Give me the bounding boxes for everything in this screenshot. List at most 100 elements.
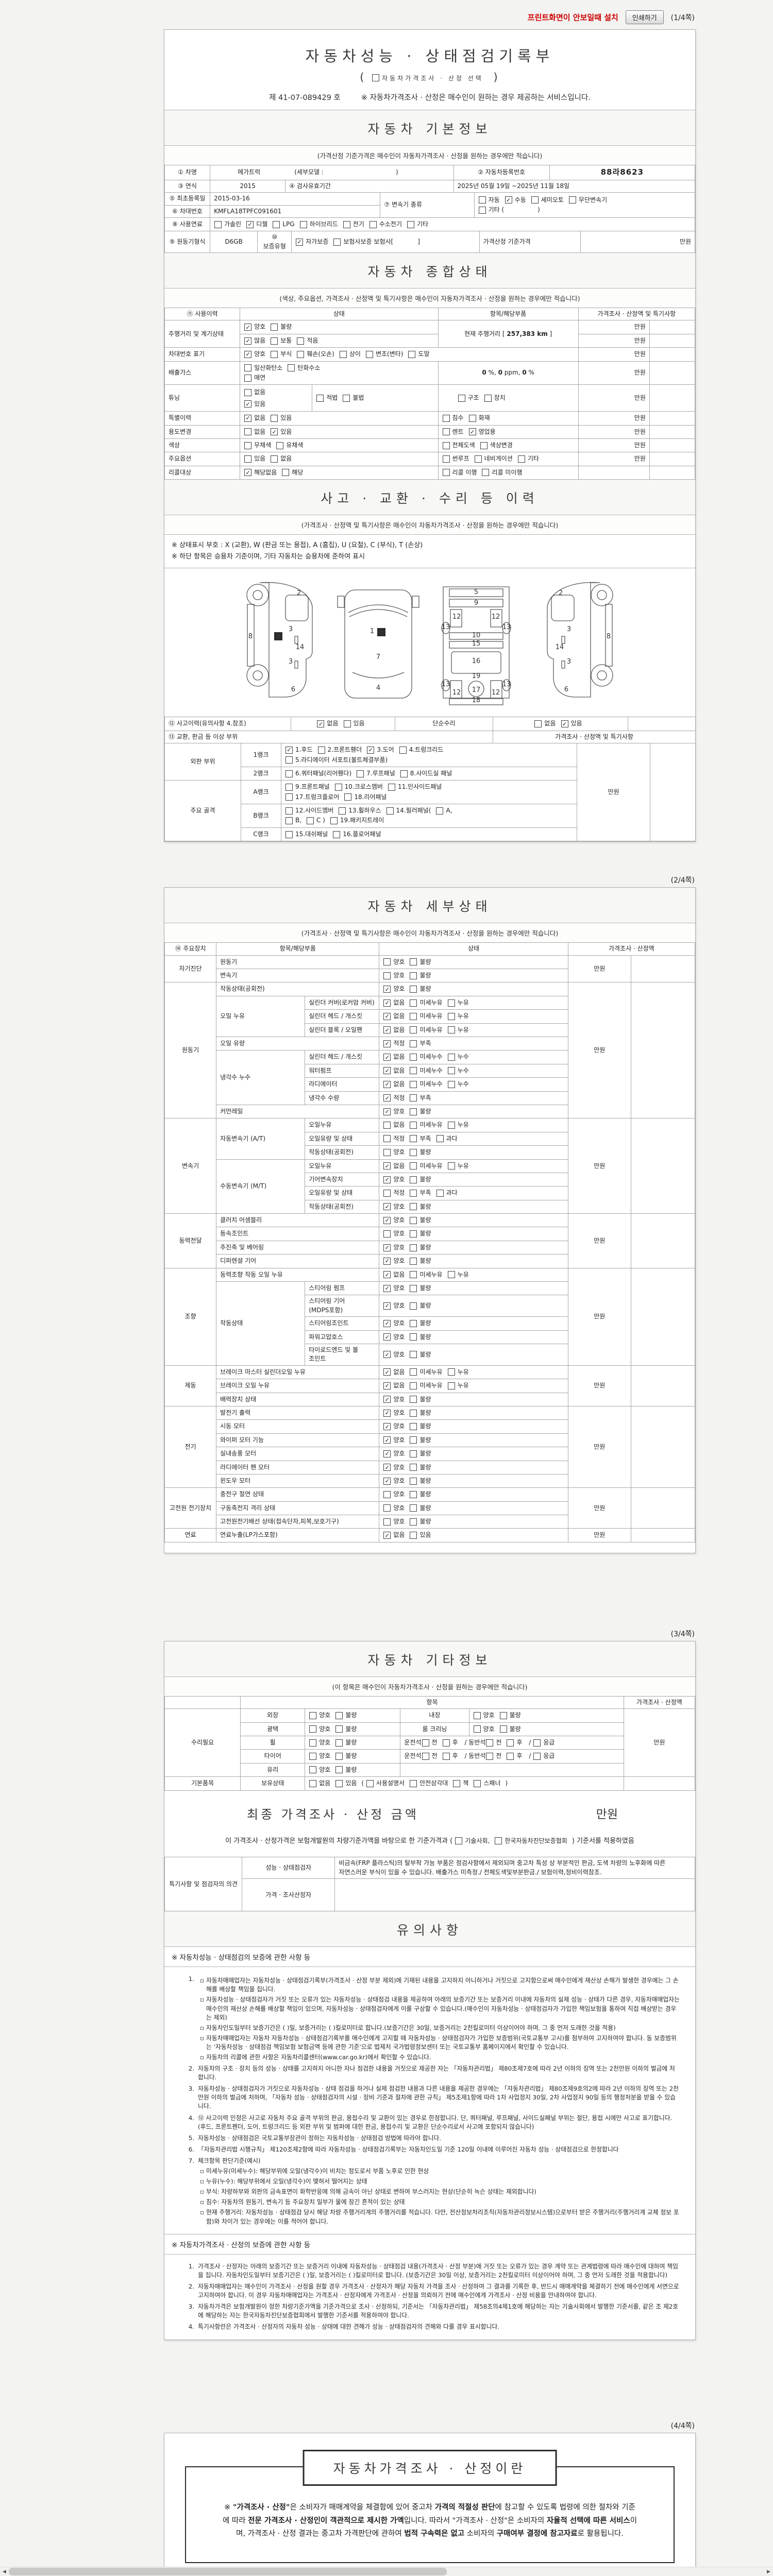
- checkbox-box-icon: ✓: [244, 337, 252, 345]
- table-cell: 스티어링 펌프: [305, 1281, 380, 1296]
- checkbox-box-icon: [309, 1753, 317, 1760]
- unchecked-checkbox: 적정: [383, 1189, 405, 1197]
- final-price-basis: 이 가격조사 · 산정가격은 보험개발원의 차량기준가액을 바탕으로 한 기준가…: [164, 1822, 695, 1853]
- unchecked-checkbox: 훼손(오손): [297, 350, 334, 359]
- table-cell: 리콜 이행 리콜 미이행: [438, 465, 579, 480]
- unchecked-checkbox: 유채색: [276, 441, 303, 450]
- checkbox-box-icon: [410, 1135, 417, 1143]
- table-cell: ⑭ 주요장치: [164, 942, 217, 956]
- table-cell: 스티어링 기어(MDPS포함): [305, 1295, 380, 1317]
- checkbox-label: 매연: [254, 374, 266, 382]
- diagram-x-exchange-badges: XX: [274, 628, 385, 641]
- emphasis-text: 전문 가격조사 · 산정인이 객관적으로 제시한 가액: [248, 2516, 404, 2525]
- checkbox-box-icon: [357, 770, 364, 777]
- note-text: 자동차의 구조 · 장치 등의 성능 · 상태를 고지하지 아니한 자나 점검한…: [198, 2065, 675, 2081]
- checkbox-label: 불량: [419, 1216, 431, 1224]
- table-cell: 클러치 어셈블리: [216, 1213, 380, 1228]
- checked-checkbox: ✓ 수동: [505, 196, 526, 205]
- checkbox-box-icon: [436, 1189, 444, 1197]
- unchecked-checkbox: 없음: [309, 1779, 330, 1788]
- table-cell: 침수 화재: [438, 411, 579, 426]
- scrollbar-track[interactable]: [9, 2567, 764, 2576]
- form-table: ⑪ 사용이력 상태 항목/해당부품 가격조사 · 산정액 및 특기사항 주행거리 및 계…: [164, 308, 696, 480]
- table-cell: 연료: [164, 1528, 217, 1543]
- checkbox-box-icon: [271, 414, 278, 422]
- checkbox-box-icon: ✓: [383, 999, 391, 1007]
- checkbox-label: 불량: [419, 1107, 431, 1115]
- panel-number-12: 12: [492, 689, 500, 697]
- checkbox-box-icon: ✓: [383, 1067, 391, 1075]
- form-table: 특기사항 및 점검자의 의견 성능 · 상태점검자 비금속(FRP 플라스틱)의 탈…: [164, 1857, 695, 1912]
- checkbox-box-icon: [271, 337, 278, 345]
- caution-notes-pricing: ※ 자동차가격조사 · 산정의 보증에 관한 사항 등 1. 가격조사 · 산정자는…: [164, 2233, 695, 2340]
- checkbox-box-icon: ✓: [505, 196, 512, 204]
- note-bullet-text: 자동차성능 · 상태점검자가 거짓 또는 오류가 있는 자동차성능 · 상태점검…: [206, 1996, 680, 2021]
- scrollbar-thumb[interactable]: [9, 2568, 447, 2575]
- table-cell: 15.대쉬패널 16.플로어패널: [281, 827, 577, 842]
- table-cell: 만원: [578, 333, 650, 348]
- checkbox-box-icon: [484, 394, 492, 402]
- table-cell: 9.프론트패널 10.크로스멤버 11.인사이드패널 17.트렁크플로어 18.리어패널: [281, 780, 577, 805]
- checkbox-box-icon: [285, 756, 293, 764]
- scroll-right-arrow-icon[interactable]: ▶: [764, 2567, 773, 2576]
- checked-checkbox: ✓ 양호: [383, 1301, 405, 1310]
- checkbox-box-icon: [335, 1725, 343, 1733]
- unchecked-checkbox: 가솔린: [214, 220, 241, 229]
- table-cell: 양호 불량: [379, 1487, 568, 1502]
- table-cell: 외장: [240, 1708, 306, 1723]
- checkbox-box-icon: [383, 1148, 391, 1156]
- table-cell: ✓ 양호 불량: [379, 1419, 568, 1434]
- bullet-icon: ▫: [200, 2167, 204, 2175]
- unchecked-checkbox: 스패너: [474, 1779, 501, 1788]
- checked-checkbox: ✓ 없음: [383, 1053, 405, 1061]
- checkbox-box-icon: [480, 442, 488, 449]
- unchecked-checkbox: 14.필러패널(: [386, 806, 431, 815]
- table-cell: 가격조사 · 산정액 및 특기사항: [578, 308, 696, 321]
- checkbox-label: 리콜 미이행: [492, 468, 523, 476]
- horizontal-scrollbar[interactable]: ◀ ▶: [0, 2567, 773, 2576]
- form-table: ⑨ 원동기형식 D6GB ⑩ 보증유형 ✓ 자가보증 보험사보증 보험사[] 가격산정 기준…: [164, 231, 696, 253]
- table-cell: 특별이력: [164, 411, 241, 426]
- table-cell: [623, 1776, 696, 1791]
- checkbox-label: 부식: [280, 350, 292, 358]
- table-cell: ✓ 적정 부족: [379, 1036, 568, 1051]
- panel-number-1: 1: [370, 628, 374, 635]
- checkbox-label: 불량: [509, 1711, 521, 1719]
- table-cell: 양호 불량: [379, 1501, 568, 1516]
- unchecked-checkbox: 미세누유: [410, 1270, 443, 1279]
- unchecked-checkbox: 변조(변타): [365, 350, 403, 359]
- table-cell: 주요옵션: [164, 452, 241, 466]
- print-button[interactable]: 인쇄하기: [625, 10, 664, 24]
- unchecked-checkbox: 기술사회,: [455, 1836, 490, 1846]
- checkbox-box-icon: [410, 1189, 417, 1197]
- checkbox-label: 양호: [393, 1350, 405, 1358]
- checkbox-box-icon: [335, 1711, 343, 1719]
- checkbox-label: 한국자동차진단보증협회: [505, 1837, 567, 1844]
- checkbox-box-icon: [533, 1739, 541, 1747]
- unchecked-checkbox: 15.대쉬패널: [285, 830, 328, 839]
- checkbox-box-icon: [447, 1080, 455, 1088]
- section-detail-state: 자동차 세부상태: [164, 888, 695, 924]
- checkbox-label: 7.루프패널: [366, 769, 395, 777]
- table-cell: [400, 1762, 624, 1777]
- checkbox-box-icon: [309, 1780, 317, 1787]
- checkbox-box-icon: [442, 469, 450, 477]
- scroll-left-arrow-icon[interactable]: ◀: [0, 2567, 9, 2576]
- checkbox-label: 19.패키지트레이: [340, 817, 384, 824]
- panel-number-17: 17: [472, 686, 481, 694]
- bullet-icon: ▫: [200, 1996, 204, 2004]
- table-cell: 자기진단: [164, 955, 217, 983]
- table-cell: 색상: [164, 438, 241, 453]
- checkbox-label: 양호: [393, 972, 405, 979]
- form-table: ⑤ 최초등록일 2015-03-16 ⑦ 변속기 종류 자동 ✓ 수동 세미오토 무단변속기 기…: [164, 192, 696, 218]
- unchecked-checkbox: 4.트렁크리드: [399, 745, 443, 754]
- unchecked-checkbox: B,: [285, 816, 301, 825]
- table-cell: B랭크: [241, 804, 281, 828]
- checkbox-box-icon: ✓: [296, 238, 304, 246]
- table-cell: 0 %, 0 ppm, 0 %: [438, 361, 579, 385]
- unchecked-checkbox: 후: [507, 1752, 523, 1760]
- checkbox-box-icon: ✓: [285, 746, 293, 754]
- checkbox-box-icon: [372, 74, 380, 81]
- checked-checkbox: ✓ 없음: [383, 1270, 405, 1279]
- unchecked-checkbox: 불량: [410, 1490, 431, 1499]
